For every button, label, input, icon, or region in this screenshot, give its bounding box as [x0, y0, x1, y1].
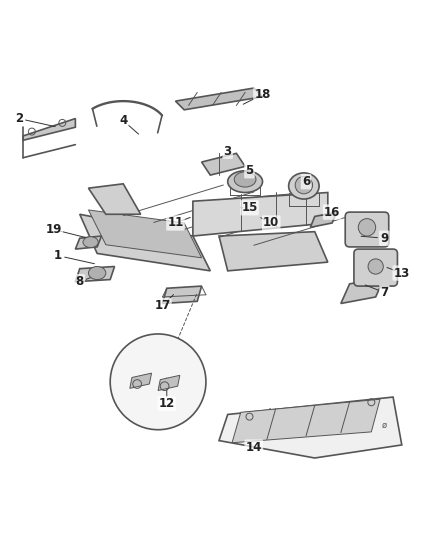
Polygon shape	[88, 210, 201, 258]
Text: 8: 8	[76, 275, 84, 288]
Ellipse shape	[295, 176, 313, 194]
Text: 13: 13	[394, 266, 410, 279]
Polygon shape	[75, 236, 102, 249]
Polygon shape	[75, 266, 115, 282]
Ellipse shape	[358, 219, 376, 236]
Polygon shape	[88, 184, 141, 214]
Polygon shape	[311, 212, 336, 228]
Polygon shape	[162, 286, 201, 303]
Text: 9: 9	[380, 232, 389, 245]
Polygon shape	[130, 373, 152, 389]
Polygon shape	[201, 154, 245, 175]
Polygon shape	[219, 232, 328, 271]
Polygon shape	[219, 397, 402, 458]
Polygon shape	[176, 88, 262, 110]
Circle shape	[110, 334, 206, 430]
Ellipse shape	[228, 171, 262, 192]
Text: 2: 2	[15, 112, 23, 125]
Text: 1: 1	[54, 249, 62, 262]
FancyBboxPatch shape	[345, 212, 389, 247]
Polygon shape	[210, 192, 319, 232]
Text: 14: 14	[246, 441, 262, 454]
Ellipse shape	[234, 172, 256, 187]
Text: 6: 6	[302, 175, 310, 188]
Text: 11: 11	[167, 216, 184, 230]
Polygon shape	[80, 214, 210, 271]
Polygon shape	[341, 277, 385, 303]
Polygon shape	[158, 375, 180, 391]
Text: 12: 12	[159, 397, 175, 410]
Polygon shape	[193, 192, 328, 236]
Text: 15: 15	[241, 201, 258, 214]
Text: 5: 5	[245, 164, 254, 177]
Ellipse shape	[83, 237, 98, 247]
Text: 16: 16	[324, 206, 340, 219]
Ellipse shape	[368, 259, 383, 274]
Text: 19: 19	[46, 223, 62, 236]
Text: 10: 10	[263, 216, 279, 230]
Polygon shape	[232, 399, 380, 443]
Text: 3: 3	[224, 144, 232, 158]
Text: 7: 7	[380, 286, 389, 299]
Text: 18: 18	[254, 88, 271, 101]
Text: ø: ø	[382, 421, 387, 430]
Ellipse shape	[88, 266, 106, 279]
Text: 17: 17	[154, 299, 170, 312]
Polygon shape	[23, 118, 75, 140]
Text: 4: 4	[119, 114, 127, 127]
Ellipse shape	[289, 173, 319, 199]
FancyBboxPatch shape	[354, 249, 397, 286]
